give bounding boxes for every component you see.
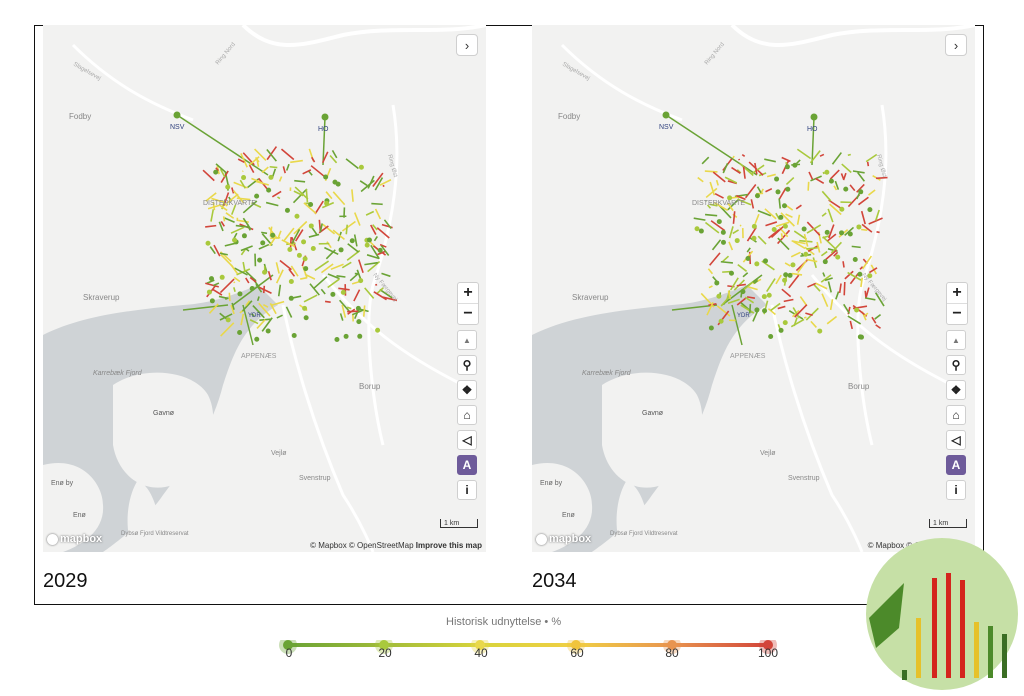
layers-button[interactable]: ❖ [457, 380, 477, 400]
legend-dot-core [763, 640, 773, 650]
home-button[interactable]: ⌂ [946, 405, 966, 425]
home-button[interactable]: ⌂ [457, 405, 477, 425]
place-gavno: Gavnø [153, 410, 175, 417]
place-eno-by: Enø by [540, 480, 563, 487]
legend-tick-label: 60 [570, 646, 584, 660]
accessibility-label: A [462, 458, 472, 472]
info-icon: i [465, 483, 469, 497]
road-ring-ost: Ring Øst [875, 154, 887, 178]
info-icon: i [954, 483, 958, 497]
legend-dot-core [379, 640, 389, 650]
accessibility-label: A [951, 458, 961, 472]
map-attribution[interactable]: © Mapbox © OpenStreetMap Improve this ma… [310, 541, 482, 550]
legend-tick-label: 80 [665, 646, 679, 660]
chevron-right-icon: › [953, 37, 959, 53]
place-borup: Borup [848, 382, 870, 391]
legend-tick-label: 20 [378, 646, 392, 660]
legend-bar [279, 640, 777, 654]
place-svenstrup: Svenstrup [299, 475, 331, 482]
legend-title: Historisk udnyttelse • % [446, 616, 562, 628]
place-nsv: NSV [659, 124, 674, 131]
map-panel-2[interactable]: Fodby NSV HO DISTERKVARTE Skraverup APPE… [532, 25, 975, 552]
place-borup: Borup [359, 382, 381, 391]
zoom-out-button[interactable]: − [458, 303, 478, 324]
place-vejlo: Vejlø [760, 450, 776, 457]
expand-panel-button[interactable]: › [456, 34, 478, 56]
info-button[interactable]: i [457, 480, 477, 500]
layers-button[interactable]: ❖ [946, 380, 966, 400]
zoom-control: + − [946, 282, 968, 325]
share-icon: ◁ [951, 433, 961, 447]
compass-icon: ▲ [952, 335, 960, 345]
legend-dot-core [571, 640, 581, 650]
legend-dot-core [475, 640, 485, 650]
place-disterkvarter: DISTERKVARTE [203, 200, 256, 207]
search-button[interactable]: ⚲ [457, 355, 477, 375]
place-dybso: Dybsø Fjord Vildtreservat [121, 531, 189, 537]
place-fodby: Fodby [558, 112, 580, 121]
place-fodby: Fodby [69, 112, 91, 121]
place-nsv: NSV [170, 124, 185, 131]
compass-button[interactable]: ▲ [457, 330, 477, 350]
share-button[interactable]: ◁ [946, 430, 966, 450]
zoom-control: + − [457, 282, 479, 325]
year-label: 2029 [43, 570, 88, 592]
map-panel-1[interactable]: Fodby NSV HO DISTERKVARTE Skraverup APPE… [43, 25, 486, 552]
road-ring-ost: Ring Øst [386, 154, 398, 178]
place-svenstrup: Svenstrup [788, 475, 820, 482]
place-vejlo: Vejlø [271, 450, 287, 457]
search-icon: ⚲ [951, 358, 961, 372]
place-eno: Enø [73, 512, 87, 519]
place-appenaes: APPENÆS [730, 353, 766, 360]
legend-dot-core [283, 640, 293, 650]
chevron-right-icon: › [464, 37, 470, 53]
search-icon: ⚲ [462, 358, 472, 372]
search-button[interactable]: ⚲ [946, 355, 966, 375]
place-eno: Enø [562, 512, 576, 519]
share-button[interactable]: ◁ [457, 430, 477, 450]
place-karrebaek: Karrebæk Fjord [582, 370, 632, 377]
map-canvas[interactable]: Fodby NSV HO DISTERKVARTE Skraverup APPE… [43, 25, 486, 552]
place-dybso: Dybsø Fjord Vildtreservat [610, 531, 678, 537]
zoom-in-button[interactable]: + [463, 284, 473, 301]
accessibility-button[interactable]: A [457, 455, 477, 475]
place-ho: HO [318, 126, 329, 133]
map-scale-bar: 1 km [440, 519, 478, 528]
home-icon: ⌂ [463, 408, 471, 422]
expand-panel-button[interactable]: › [945, 34, 967, 56]
layers-icon: ❖ [461, 383, 473, 397]
zoom-in-button[interactable]: + [952, 284, 962, 301]
zoom-out-button[interactable]: − [947, 303, 967, 324]
year-label: 2034 [532, 570, 577, 592]
place-ydr: YDR [737, 313, 750, 319]
compass-icon: ▲ [463, 335, 471, 345]
legend-dot-core [667, 640, 677, 650]
place-skraverup: Skraverup [83, 293, 120, 302]
place-karrebaek: Karrebæk Fjord [93, 370, 143, 377]
mapbox-logo: mapbox [47, 533, 102, 545]
map-scale-bar: 1 km [929, 519, 967, 528]
place-disterkvarter: DISTERKVARTE [692, 200, 745, 207]
place-ho: HO [807, 126, 818, 133]
layers-icon: ❖ [950, 383, 962, 397]
place-gavno: Gavnø [642, 410, 664, 417]
share-icon: ◁ [462, 433, 472, 447]
place-eno-by: Enø by [51, 480, 74, 487]
place-ydr: YDR [248, 313, 261, 319]
mapbox-logo: mapbox [536, 533, 591, 545]
legend-tick-label: 0 [285, 646, 293, 660]
info-button[interactable]: i [946, 480, 966, 500]
place-appenaes: APPENÆS [241, 353, 277, 360]
compass-button[interactable]: ▲ [946, 330, 966, 350]
map-toolbar: + − ▲ ⚲ ❖ ⌂ ◁ A i [457, 282, 479, 500]
legend-tick-label: 100 [757, 646, 779, 660]
accessibility-button[interactable]: A [946, 455, 966, 475]
map-toolbar: + − ▲ ⚲ ❖ ⌂ ◁ A i [946, 282, 968, 500]
legend-tick-label: 40 [474, 646, 488, 660]
place-skraverup: Skraverup [572, 293, 609, 302]
home-icon: ⌂ [952, 408, 960, 422]
utilization-badge-icon [866, 538, 1018, 690]
map-canvas[interactable]: Fodby NSV HO DISTERKVARTE Skraverup APPE… [532, 25, 975, 552]
